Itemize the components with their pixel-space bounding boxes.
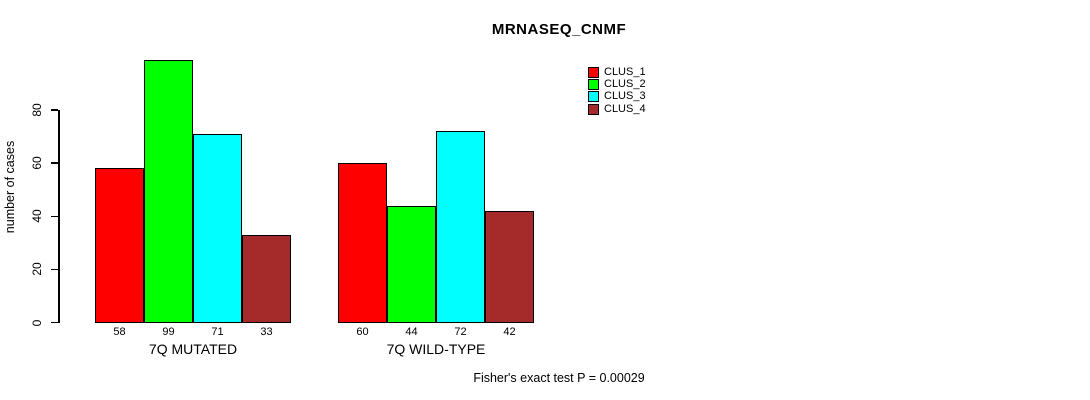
bar-clus_3-wild-type bbox=[436, 131, 485, 323]
legend-swatch-clus_2 bbox=[588, 79, 599, 91]
y-tick-label: 20 bbox=[30, 262, 44, 277]
bar-clus_2-mutated bbox=[144, 59, 193, 323]
bar-value-label: 71 bbox=[211, 326, 224, 338]
bar-value-label: 60 bbox=[356, 326, 369, 338]
fisher-test-annotation: Fisher's exact test P = 0.00029 bbox=[473, 371, 645, 385]
y-axis-tick bbox=[51, 109, 58, 111]
bar-value-label: 42 bbox=[503, 326, 516, 338]
bar-clus_1-wild-type bbox=[338, 163, 387, 323]
bar-value-label: 72 bbox=[454, 326, 467, 338]
group-label-wild-type: 7Q WILD-TYPE bbox=[386, 341, 486, 357]
bar-clus_2-wild-type bbox=[387, 205, 436, 323]
legend-swatch-clus_1 bbox=[588, 66, 599, 78]
legend-swatch-clus_3 bbox=[588, 91, 599, 103]
y-tick-label: 60 bbox=[30, 156, 44, 170]
bar-clus_4-wild-type bbox=[485, 210, 534, 323]
legend-label: CLUS_4 bbox=[604, 102, 646, 115]
chart-title: MRNASEQ_CNMF bbox=[491, 21, 627, 38]
legend-item-clus_4: CLUS_4 bbox=[588, 103, 646, 115]
y-tick-label: 40 bbox=[30, 209, 44, 223]
y-axis-tick bbox=[51, 162, 58, 164]
group-label-mutated: 7Q MUTATED bbox=[148, 341, 238, 357]
y-tick-label: 0 bbox=[30, 319, 44, 326]
y-axis-tick bbox=[51, 321, 58, 324]
y-axis-tick bbox=[51, 268, 58, 271]
legend-label: CLUS_3 bbox=[604, 90, 646, 103]
bar-value-label: 58 bbox=[113, 326, 126, 338]
bar-value-label: 33 bbox=[260, 326, 273, 338]
legend: CLUS_1 CLUS_2 CLUS_3 CLUS_4 bbox=[588, 66, 646, 116]
y-tick-label: 80 bbox=[30, 103, 44, 117]
legend-label: CLUS_2 bbox=[604, 78, 646, 91]
legend-label: CLUS_1 bbox=[604, 65, 646, 78]
bar-clus_4-mutated bbox=[242, 234, 291, 323]
legend-item-clus_2: CLUS_2 bbox=[588, 78, 646, 91]
y-axis-tick bbox=[51, 215, 58, 217]
y-axis-line bbox=[58, 110, 60, 323]
y-axis-label: number of cases bbox=[3, 140, 17, 234]
legend-item-clus_3: CLUS_3 bbox=[588, 91, 646, 103]
bar-value-label: 99 bbox=[162, 326, 175, 338]
bar-clus_3-mutated bbox=[193, 133, 242, 323]
legend-swatch-clus_4 bbox=[588, 103, 599, 115]
bar-value-label: 44 bbox=[405, 326, 418, 338]
legend-item-clus_1: CLUS_1 bbox=[588, 66, 646, 78]
bar-clus_1-mutated bbox=[95, 168, 144, 323]
